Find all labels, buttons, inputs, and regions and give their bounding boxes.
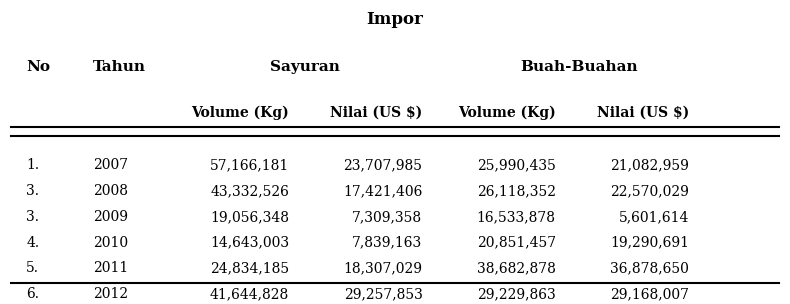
Text: 29,168,007: 29,168,007 — [610, 287, 689, 301]
Text: 57,166,181: 57,166,181 — [210, 158, 289, 172]
Text: 19,056,348: 19,056,348 — [210, 210, 289, 224]
Text: 19,290,691: 19,290,691 — [610, 236, 689, 250]
Text: Sayuran: Sayuran — [270, 60, 340, 74]
Text: 2012: 2012 — [93, 287, 128, 301]
Text: 41,644,828: 41,644,828 — [210, 287, 289, 301]
Text: Nilai (US $): Nilai (US $) — [330, 105, 423, 119]
Text: 24,834,185: 24,834,185 — [210, 261, 289, 275]
Text: 29,229,863: 29,229,863 — [477, 287, 556, 301]
Text: 18,307,029: 18,307,029 — [344, 261, 423, 275]
Text: 5,601,614: 5,601,614 — [619, 210, 689, 224]
Text: 23,707,985: 23,707,985 — [344, 158, 423, 172]
Text: Nilai (US $): Nilai (US $) — [597, 105, 689, 119]
Text: Volume (Kg): Volume (Kg) — [191, 105, 289, 120]
Text: 26,118,352: 26,118,352 — [477, 184, 556, 198]
Text: 2009: 2009 — [93, 210, 128, 224]
Text: 38,682,878: 38,682,878 — [477, 261, 556, 275]
Text: 21,082,959: 21,082,959 — [611, 158, 689, 172]
Text: 1.: 1. — [26, 158, 40, 172]
Text: 2011: 2011 — [93, 261, 128, 275]
Text: Buah-Buahan: Buah-Buahan — [521, 60, 638, 74]
Text: 7,839,163: 7,839,163 — [352, 236, 423, 250]
Text: No: No — [26, 60, 51, 74]
Text: 25,990,435: 25,990,435 — [477, 158, 556, 172]
Text: 29,257,853: 29,257,853 — [344, 287, 423, 301]
Text: 2007: 2007 — [93, 158, 128, 172]
Text: 17,421,406: 17,421,406 — [343, 184, 423, 198]
Text: 20,851,457: 20,851,457 — [476, 236, 556, 250]
Text: 36,878,650: 36,878,650 — [611, 261, 689, 275]
Text: 6.: 6. — [26, 287, 40, 301]
Text: 3.: 3. — [26, 210, 40, 224]
Text: Impor: Impor — [367, 11, 423, 28]
Text: 22,570,029: 22,570,029 — [611, 184, 689, 198]
Text: 2010: 2010 — [93, 236, 128, 250]
Text: 5.: 5. — [26, 261, 40, 275]
Text: 43,332,526: 43,332,526 — [210, 184, 289, 198]
Text: 4.: 4. — [26, 236, 40, 250]
Text: 2008: 2008 — [93, 184, 128, 198]
Text: 3.: 3. — [26, 184, 40, 198]
Text: Volume (Kg): Volume (Kg) — [458, 105, 556, 120]
Text: 16,533,878: 16,533,878 — [477, 210, 556, 224]
Text: 14,643,003: 14,643,003 — [210, 236, 289, 250]
Text: Tahun: Tahun — [93, 60, 146, 74]
Text: 7,309,358: 7,309,358 — [352, 210, 423, 224]
